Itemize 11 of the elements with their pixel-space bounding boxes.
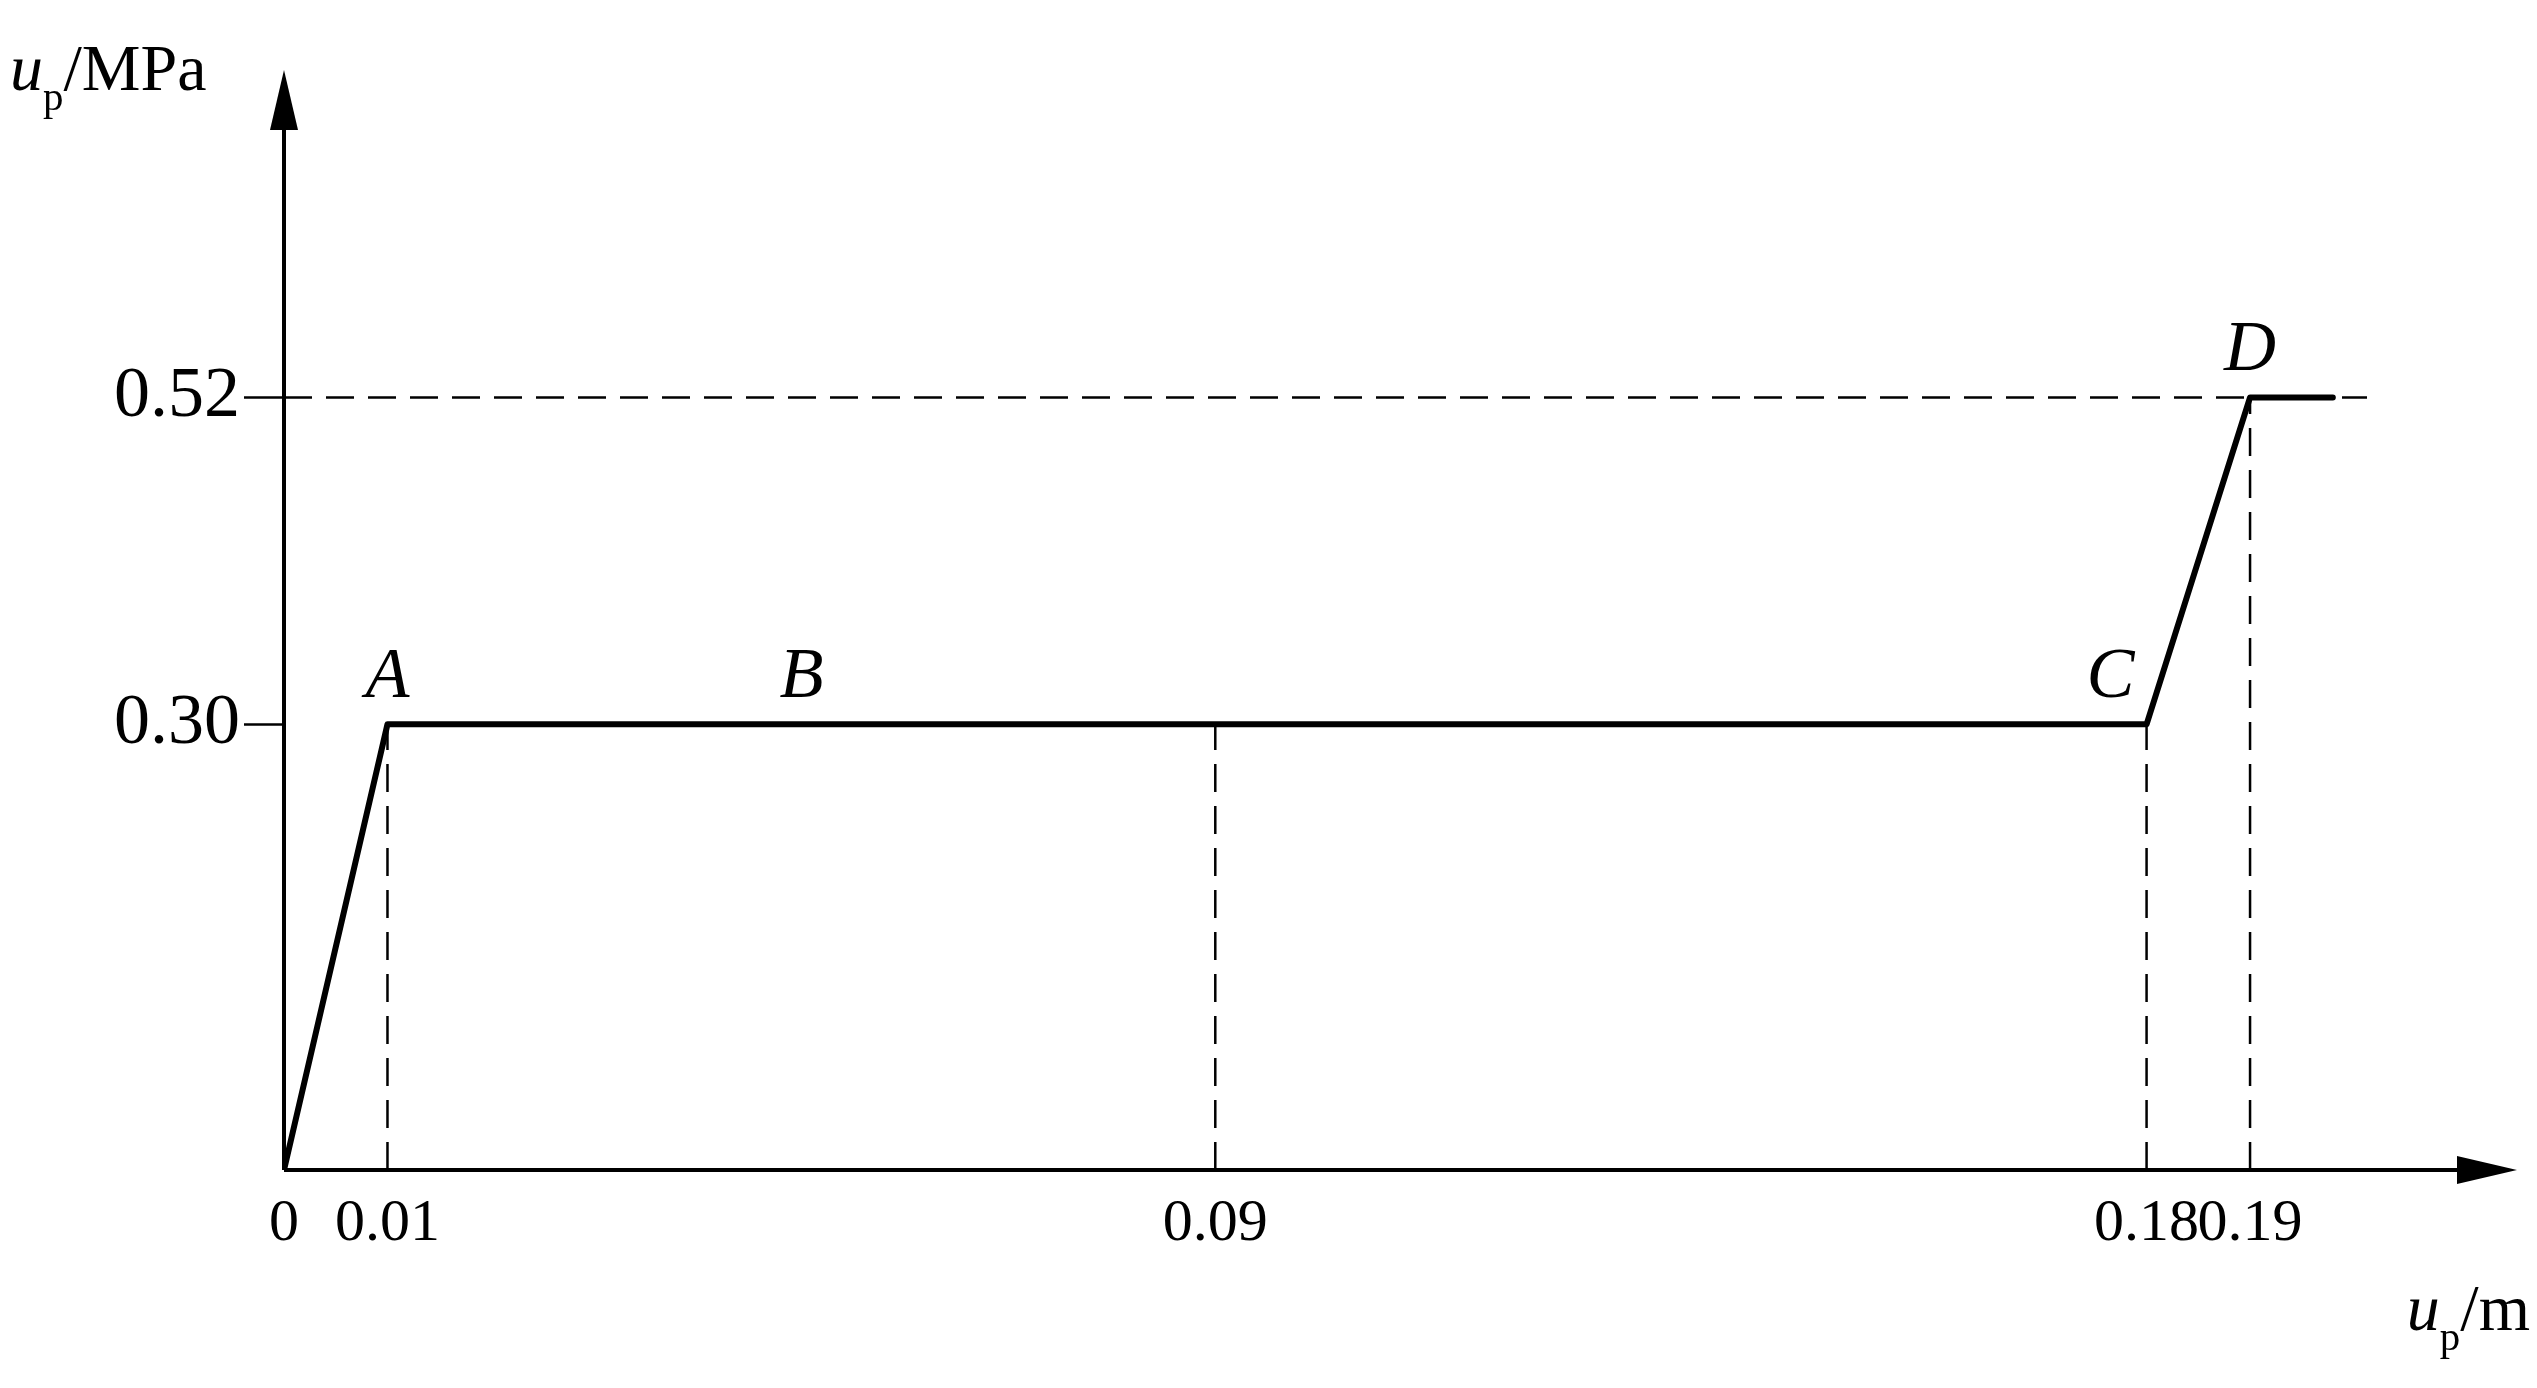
y-tick-label: 0.30 (114, 679, 240, 760)
x-tick-label: 0.01 (334, 1186, 440, 1253)
annotation: B (779, 633, 824, 714)
x-tick-label: 0.18 (2094, 1186, 2200, 1253)
annotation: A (361, 633, 411, 714)
x-tick-label: 0.09 (1162, 1186, 1268, 1253)
annotation: D (2223, 306, 2277, 387)
y-tick-label: 0.52 (114, 352, 240, 433)
x-tick-label: 0.19 (2197, 1186, 2303, 1253)
annotation: C (2086, 633, 2136, 714)
x-tick-label: 0 (269, 1186, 299, 1253)
